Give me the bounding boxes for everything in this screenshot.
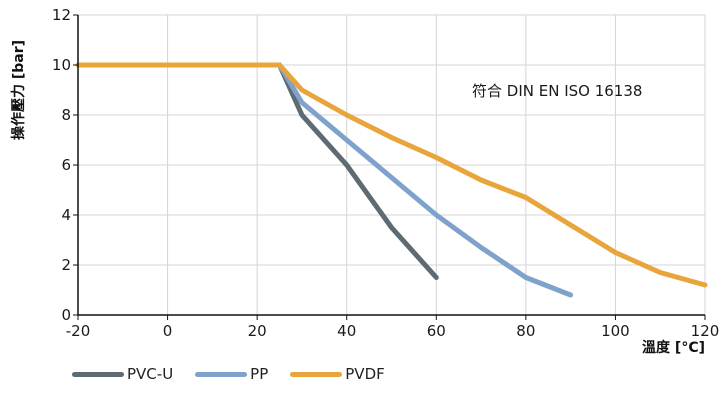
y-tick-label: 10 xyxy=(52,56,71,74)
x-tick-label: -20 xyxy=(66,322,91,340)
legend-label-pvdf: PVDF xyxy=(345,365,385,383)
x-tick-label: 100 xyxy=(601,322,630,340)
y-tick-label: 2 xyxy=(61,256,71,274)
legend: PVC-U PP PVDF xyxy=(72,365,407,383)
x-tick-label: 120 xyxy=(691,322,720,340)
x-tick-label: 0 xyxy=(163,322,173,340)
y-tick-label: 0 xyxy=(61,306,71,324)
y-tick-label: 8 xyxy=(61,106,71,124)
legend-item-pp: PP xyxy=(195,365,268,383)
legend-swatch-pp xyxy=(195,371,248,377)
legend-swatch-pvc-u xyxy=(72,371,124,377)
legend-item-pvdf: PVDF xyxy=(290,365,385,383)
legend-label-pp: PP xyxy=(250,365,269,383)
legend-label-pvc-u: PVC-U xyxy=(127,365,174,383)
x-axis-title: 溫度 [°C] xyxy=(642,339,705,356)
y-tick-label: 6 xyxy=(61,156,71,174)
series-line-pvdf xyxy=(75,62,708,288)
x-tick-label: 60 xyxy=(427,322,446,340)
x-tick-label: 40 xyxy=(337,322,356,340)
x-tick-label: 80 xyxy=(516,322,535,340)
series-line-pvc-u xyxy=(209,62,439,280)
grid xyxy=(78,14,706,315)
legend-swatch-pvdf xyxy=(290,371,343,377)
y-tick-label: 12 xyxy=(52,6,71,24)
y-tick-label: 4 xyxy=(61,206,71,224)
x-tick-label: 20 xyxy=(248,322,267,340)
y-axis-title: 操作壓力 [bar] xyxy=(10,40,27,140)
series-lines xyxy=(75,62,708,298)
annotation-text: 符合 DIN EN ISO 16138 xyxy=(472,82,642,100)
legend-item-pvc-u: PVC-U xyxy=(72,365,173,383)
series-line-pp xyxy=(209,62,574,298)
